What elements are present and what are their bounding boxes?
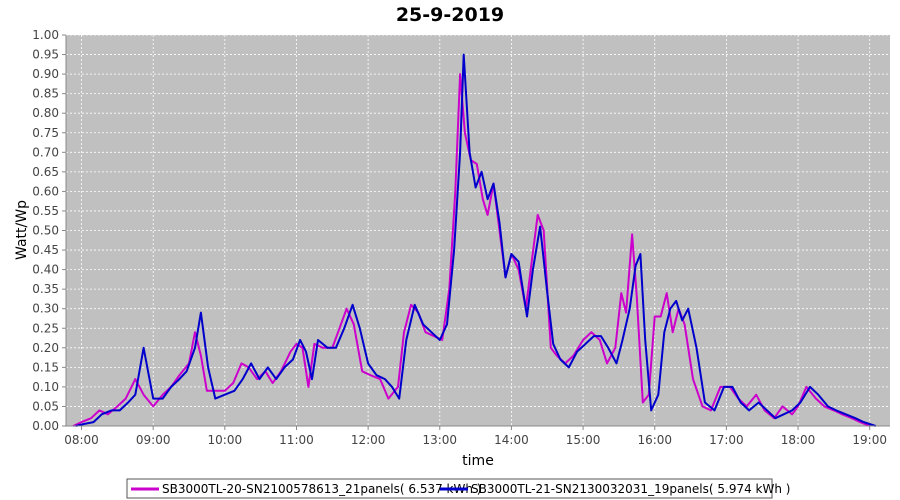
- y-tick-label: 0.75: [32, 126, 59, 140]
- y-tick-label: 0.60: [32, 184, 59, 198]
- y-tick-label: 0.05: [32, 399, 59, 413]
- y-tick-label: 0.00: [32, 419, 59, 433]
- series-lines: [72, 53, 877, 427]
- legend-label-series-1: SB3000TL-20-SN2100578613_21panels( 6.537…: [162, 482, 481, 496]
- x-tick-label: 09:00: [136, 433, 171, 447]
- y-tick-label: 0.55: [32, 204, 59, 218]
- series-line-2: [75, 53, 877, 427]
- y-tick-label: 0.95: [32, 48, 59, 62]
- y-tick-label: 1.00: [32, 28, 59, 42]
- x-tick-label: 11:00: [279, 433, 314, 447]
- y-tick-label: 0.85: [32, 87, 59, 101]
- x-axis-ticks: 08:00 09:00 10:00 11:00 12:00 13:00 14:00 15:00…: [64, 426, 887, 447]
- y-tick-label: 0.45: [32, 243, 59, 257]
- y-tick-label: 0.90: [32, 67, 59, 81]
- x-tick-label: 10:00: [208, 433, 243, 447]
- legend-label-series-2: SB3000TL-21-SN2130032031_19panels( 5.974…: [471, 482, 790, 496]
- x-tick-label: 17:00: [709, 433, 744, 447]
- y-tick-label: 0.20: [32, 341, 59, 355]
- x-tick-label: 14:00: [494, 433, 529, 447]
- y-tick-label: 0.50: [32, 224, 59, 238]
- y-tick-label: 0.40: [32, 263, 59, 277]
- y-tick-label: 0.35: [32, 282, 59, 296]
- y-tick-label: 0.10: [32, 380, 59, 394]
- x-tick-label: 13:00: [422, 433, 457, 447]
- x-tick-label: 12:00: [351, 433, 386, 447]
- y-tick-label: 0.30: [32, 302, 59, 316]
- y-tick-label: 0.80: [32, 106, 59, 120]
- y-tick-label: 0.70: [32, 145, 59, 159]
- y-tick-label: 0.65: [32, 165, 59, 179]
- legend: SB3000TL-20-SN2100578613_21panels( 6.537…: [126, 478, 790, 499]
- y-tick-label: 0.25: [32, 321, 59, 335]
- y-tick-label: 0.15: [32, 360, 59, 374]
- x-tick-label: 16:00: [637, 433, 672, 447]
- y-axis-ticks: 0.00 0.05 0.10 0.15 0.20 0.25 0.30 0.35 0.40 0.45…: [32, 28, 66, 433]
- x-tick-label: 18:00: [781, 433, 816, 447]
- x-tick-label: 08:00: [64, 433, 99, 447]
- x-tick-label: 19:00: [852, 433, 887, 447]
- y-axis-label: Watt/Wp: [14, 200, 30, 260]
- x-axis-label: time: [462, 453, 494, 469]
- chart-title: 25-9-2019: [396, 4, 504, 26]
- x-tick-label: 15:00: [566, 433, 601, 447]
- series-line-1: [72, 73, 871, 427]
